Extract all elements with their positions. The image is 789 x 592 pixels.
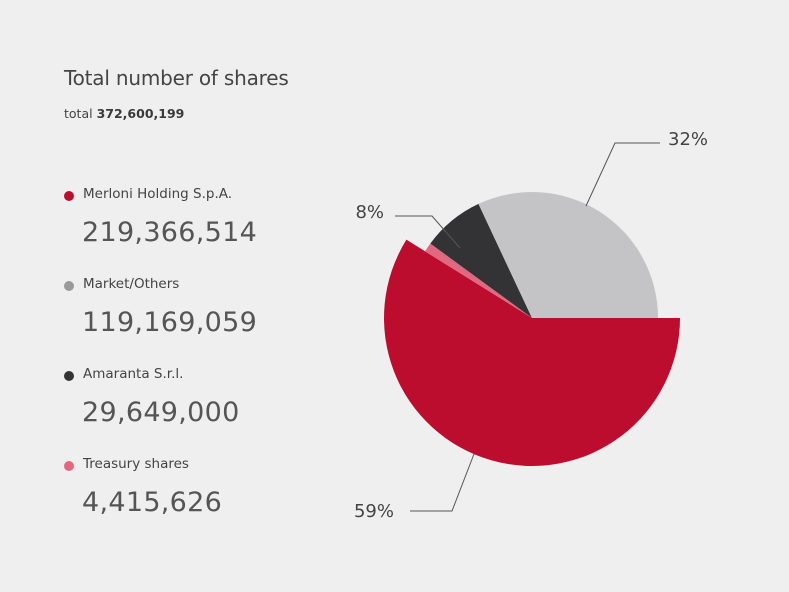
leader-lines <box>395 142 660 512</box>
leader-line <box>395 215 461 249</box>
legend-label: Amaranta S.r.l. <box>83 366 184 382</box>
total-shares: total 372,600,199 <box>64 106 184 121</box>
leader-line <box>410 453 475 512</box>
legend-dot-icon <box>64 191 74 201</box>
pie-slices <box>384 192 680 466</box>
legend-label: Merloni Holding S.p.A. <box>83 186 233 202</box>
total-value: 372,600,199 <box>96 106 185 121</box>
total-prefix: total <box>64 106 93 121</box>
legend-item-treasury: Treasury shares 4,415,626 <box>64 454 344 544</box>
legend: Merloni Holding S.p.A. 219,366,514 Marke… <box>64 184 344 544</box>
label-merloni: 59% <box>354 501 394 522</box>
label-amaranta: 8% <box>355 202 384 223</box>
label-market: 32% <box>668 129 708 150</box>
legend-value: 4,415,626 <box>82 487 223 518</box>
legend-dot-icon <box>64 371 74 381</box>
legend-dot-icon <box>64 281 74 291</box>
legend-value: 119,169,059 <box>82 307 258 338</box>
pie-slice-merloni-holding-s-p-a <box>384 239 680 466</box>
legend-item-market: Market/Others 119,169,059 <box>64 274 344 364</box>
legend-item-merloni: Merloni Holding S.p.A. 219,366,514 <box>64 184 344 274</box>
legend-value: 29,649,000 <box>82 397 240 428</box>
legend-item-amaranta: Amaranta S.r.l. 29,649,000 <box>64 364 344 454</box>
percent-labels: 32% 8% 59% <box>354 129 708 522</box>
pie-slice-market-others <box>478 192 658 318</box>
leader-line <box>585 142 660 207</box>
legend-dot-icon <box>64 461 74 471</box>
legend-value: 219,366,514 <box>82 217 258 248</box>
pie-slice-treasury-shares <box>425 243 532 318</box>
legend-label: Treasury shares <box>83 456 189 472</box>
pie-slice-amaranta-s-r-l <box>430 203 532 318</box>
chart-title: Total number of shares <box>64 66 289 90</box>
legend-label: Market/Others <box>83 276 180 292</box>
